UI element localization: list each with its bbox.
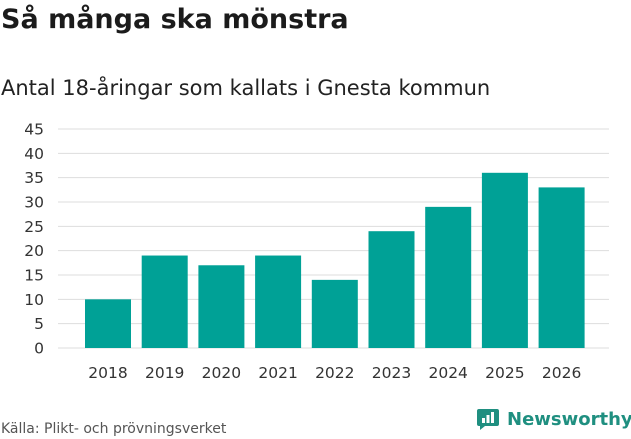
bars (85, 172, 585, 348)
x-tick-label: 2023 (372, 364, 411, 382)
x-tick-label: 2022 (315, 364, 354, 382)
y-tick-label: 40 (24, 145, 44, 163)
y-tick-label: 5 (34, 315, 44, 333)
y-tick-label: 0 (34, 340, 44, 358)
x-tick-label: 2021 (258, 364, 297, 382)
x-tick-label: 2025 (485, 364, 524, 382)
y-tick-label: 35 (24, 169, 44, 187)
bar-2023 (368, 231, 415, 348)
chart-title: Så många ska mönstra (1, 4, 349, 35)
chart-speech-bubble-icon (477, 409, 499, 430)
bar-2019 (141, 255, 188, 348)
y-tick-label: 15 (24, 267, 44, 285)
bar-2025 (481, 172, 528, 348)
source-note: Källa: Plikt- och prövningsverket (1, 421, 227, 437)
bar-2024 (425, 206, 472, 348)
x-axis-ticks: 2018 2019 2020 2021 2022 2023 2024 2025 2026 (88, 364, 581, 382)
x-tick-label: 2026 (542, 364, 581, 382)
bar-2020 (198, 265, 245, 348)
y-tick-label: 25 (24, 218, 44, 236)
bar-2021 (255, 255, 302, 348)
y-axis-ticks: 0 5 10 15 20 25 30 35 40 45 (24, 121, 44, 358)
x-tick-label: 2018 (88, 364, 127, 382)
x-tick-label: 2024 (428, 364, 467, 382)
y-tick-label: 10 (24, 291, 44, 309)
y-tick-label: 45 (24, 121, 44, 139)
brand-logo: Newsworthy (476, 407, 631, 431)
chart-subtitle: Antal 18-åringar som kallats i Gnesta ko… (1, 76, 491, 100)
y-tick-label: 20 (24, 242, 44, 260)
x-tick-label: 2019 (145, 364, 184, 382)
bar-2022 (311, 279, 358, 348)
x-tick-label: 2020 (202, 364, 241, 382)
y-tick-label: 30 (24, 194, 44, 212)
bar-2026 (538, 187, 585, 348)
bar-2018 (85, 299, 131, 348)
brand-name: Newsworthy (507, 408, 631, 430)
